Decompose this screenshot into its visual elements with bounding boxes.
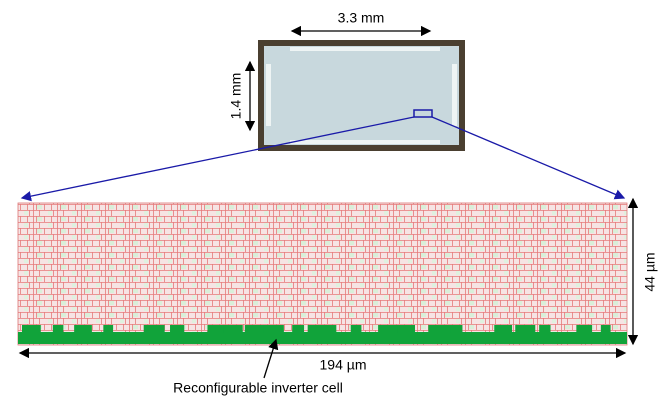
green-block xyxy=(428,325,452,333)
green-block xyxy=(350,325,362,333)
zoom-line xyxy=(20,116,415,202)
green-block xyxy=(292,325,305,333)
zoom-box xyxy=(413,109,433,118)
chip-height-label: 1.4 mm xyxy=(228,73,244,120)
green-block xyxy=(207,325,230,333)
green-block xyxy=(397,325,415,333)
green-block xyxy=(378,325,408,333)
callout-arrow xyxy=(263,338,279,379)
layout-height-label: 44 µm xyxy=(642,252,658,291)
green-block xyxy=(143,325,165,333)
green-block xyxy=(263,325,284,333)
green-block xyxy=(74,325,92,333)
pad-row xyxy=(290,140,440,144)
zoom-line xyxy=(431,116,626,200)
green-block xyxy=(170,325,185,333)
green-block xyxy=(103,325,114,333)
pad-row xyxy=(290,47,440,51)
callout-label: Reconfigurable inverter cell xyxy=(173,380,343,396)
chip-die xyxy=(264,46,459,145)
green-block xyxy=(494,325,513,333)
green-block xyxy=(515,325,536,333)
green-block xyxy=(539,325,551,333)
pad-row xyxy=(266,64,271,126)
layout-area xyxy=(17,202,628,346)
chip-width-label: 3.3 mm xyxy=(338,10,385,26)
green-block xyxy=(576,325,593,333)
green-strip xyxy=(18,325,627,344)
green-block xyxy=(22,325,41,333)
green-block xyxy=(307,325,337,333)
green-row xyxy=(18,332,627,344)
green-block xyxy=(244,325,268,333)
green-block xyxy=(450,325,463,333)
layout-width-label: 194 µm xyxy=(320,357,367,373)
green-block xyxy=(52,325,64,333)
green-block xyxy=(223,325,243,333)
green-block xyxy=(600,325,611,333)
pad-row xyxy=(452,64,457,126)
